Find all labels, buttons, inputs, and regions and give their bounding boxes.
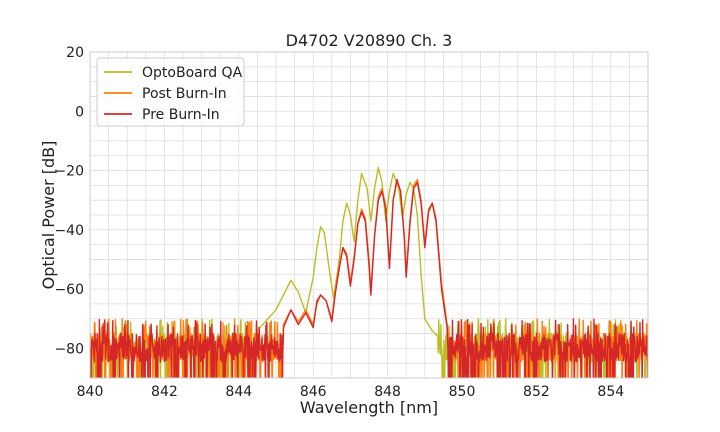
y-tick-label: 20	[66, 45, 84, 61]
legend-label: OptoBoard QA	[142, 65, 243, 81]
chart-title: D4702 V20890 Ch. 3	[286, 31, 453, 50]
y-tick-label: −80	[54, 341, 84, 357]
legend: OptoBoard QA Post Burn-In Pre Burn-In	[96, 57, 245, 127]
y-tick-label: −60	[54, 282, 84, 298]
x-tick-label: 850	[449, 384, 476, 400]
legend-label: Post Burn-In	[142, 86, 227, 102]
y-tick-label: −20	[54, 164, 84, 180]
x-tick-label: 844	[225, 384, 252, 400]
x-tick-labels: 840 842 844 846 848 850 852 854	[77, 384, 625, 400]
x-tick-label: 854	[597, 384, 624, 400]
traces	[90, 166, 648, 378]
x-tick-label: 848	[374, 384, 401, 400]
x-axis-label: Wavelength [nm]	[300, 398, 438, 417]
series-line-pre-burn-in	[90, 178, 648, 378]
y-tick-label: 0	[75, 104, 84, 120]
y-tick-label: −40	[54, 223, 84, 239]
y-tick-labels: 20 0 −20 −40 −60 −80	[54, 45, 84, 357]
y-axis-label: Optical Power [dB]	[39, 141, 58, 290]
plot-frame	[89, 51, 649, 379]
x-tick-label: 840	[77, 384, 104, 400]
x-tick-label: 842	[151, 384, 178, 400]
legend-label: Pre Burn-In	[142, 107, 220, 123]
x-tick-label: 852	[523, 384, 550, 400]
x-tick-label: 846	[300, 384, 327, 400]
legend-box	[96, 57, 245, 127]
